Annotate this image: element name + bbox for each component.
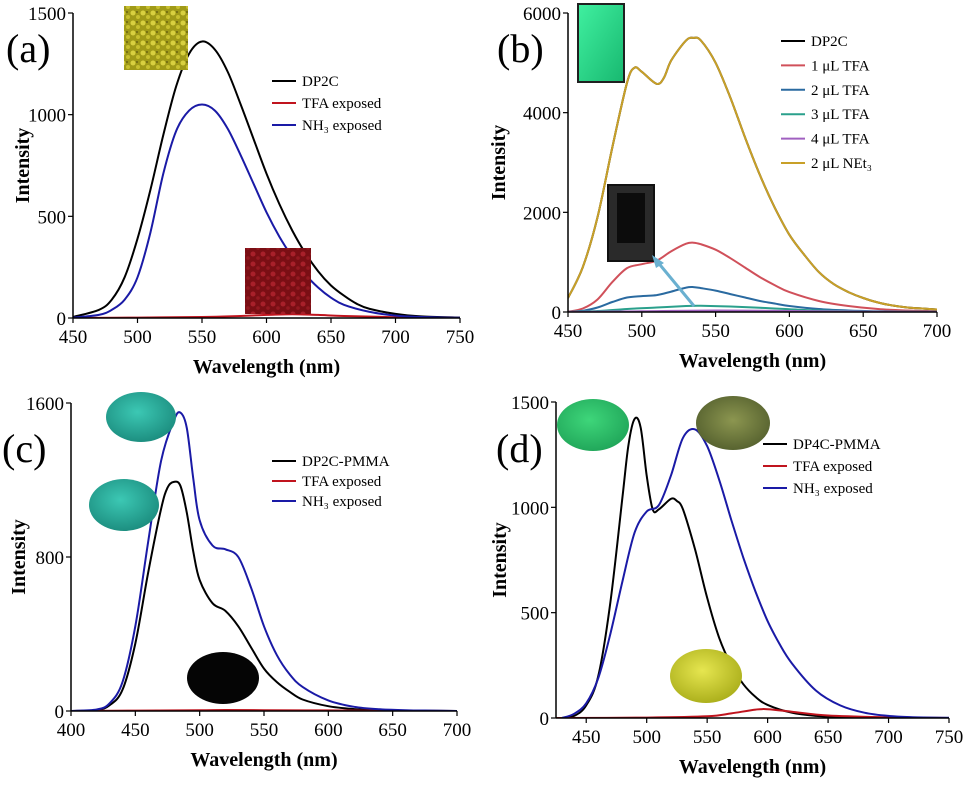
x-tick-label: 450	[554, 321, 583, 342]
x-tick-label: 500	[628, 321, 657, 342]
x-tick-label: 600	[775, 321, 804, 342]
y-tick-label: 1500	[511, 393, 549, 414]
x-tick-label: 750	[446, 327, 475, 348]
series-line-1	[71, 480, 457, 711]
series-line-6	[568, 36, 937, 311]
panel-label: (b)	[497, 26, 544, 71]
x-tick-label: 700	[923, 321, 952, 342]
x-axis-label: Wavelength (nm)	[193, 356, 340, 378]
legend-entry: DP2C	[302, 74, 339, 90]
x-tick-label: 550	[250, 720, 279, 741]
y-tick-label: 6000	[523, 4, 561, 25]
x-tick-label: 550	[693, 727, 722, 748]
chart-3: 400 450 500 550 600 650 700 0 800 1600 Wavelength …	[2, 394, 471, 771]
legend-entry: TFA exposed	[302, 474, 382, 490]
panel-d	[557, 396, 770, 703]
panel-a	[124, 6, 311, 314]
y-tick-label: 500	[38, 207, 67, 228]
y-axis-label: Intensity	[489, 522, 511, 598]
x-tick-label: 400	[57, 720, 86, 741]
panel-label: (c)	[2, 426, 46, 471]
y-tick-label: 4000	[523, 104, 561, 125]
y-tick-label: 0	[540, 709, 550, 730]
legend-entry: TFA exposed	[302, 96, 382, 112]
series-line-3	[568, 286, 937, 312]
panel-c	[89, 392, 259, 704]
x-tick-label: 700	[381, 327, 410, 348]
legend-entry: DP2C	[811, 34, 848, 50]
x-axis-label: Wavelength (nm)	[190, 749, 337, 771]
x-tick-label: 650	[849, 321, 878, 342]
series-line-3	[73, 103, 460, 318]
panel-label: (d)	[496, 426, 543, 471]
series-line-1	[73, 40, 460, 318]
panel-b	[577, 3, 696, 307]
x-tick-label: 450	[59, 327, 88, 348]
legend-entry: DP2C-PMMA	[302, 454, 390, 470]
legend-entry: 3 μL TFA	[811, 107, 870, 123]
legend-entry: 1 μL TFA	[811, 58, 870, 74]
y-tick-label: 2000	[523, 203, 561, 224]
x-tick-label: 500	[632, 727, 661, 748]
legend-entry: 2 μL NEt₃	[811, 156, 872, 172]
y-axis-label: Intensity	[8, 519, 30, 595]
x-tick-label: 500	[185, 720, 214, 741]
dark-cuvette-inner	[617, 193, 645, 243]
teal-film-photo-top	[106, 392, 176, 442]
y-axis-label: Intensity	[12, 128, 34, 204]
x-tick-label: 600	[314, 720, 343, 741]
x-axis-label: Wavelength (nm)	[679, 756, 826, 778]
legend-entry: TFA exposed	[793, 459, 873, 475]
x-tick-label: 500	[123, 327, 152, 348]
x-tick-label: 650	[814, 727, 843, 748]
y-tick-label: 500	[521, 604, 550, 625]
green-film-photo	[557, 399, 629, 451]
chart-2: 450 500 550 600 650 700 0 2000 4000 6000 Wavelengt…	[488, 4, 951, 372]
x-tick-label: 450	[121, 720, 150, 741]
olive-film-photo	[696, 396, 770, 450]
x-tick-label: 700	[443, 720, 472, 741]
series-line-1	[561, 416, 949, 718]
y-tick-label: 800	[36, 548, 65, 569]
legend-entry: DP4C-PMMA	[793, 437, 881, 453]
series-line-2	[568, 241, 937, 312]
legend-entry: 4 μL TFA	[811, 132, 870, 148]
x-tick-label: 600	[252, 327, 281, 348]
x-tick-label: 450	[572, 727, 601, 748]
legend-entry: 2 μL TFA	[811, 83, 870, 99]
x-tick-label: 550	[701, 321, 730, 342]
x-tick-label: 700	[874, 727, 903, 748]
y-tick-label: 1000	[28, 106, 66, 127]
y-tick-label: 0	[55, 702, 65, 723]
green-cuvette-photo	[577, 3, 625, 83]
y-tick-label: 1600	[26, 394, 64, 415]
legend-entry: NH₃ exposed	[793, 481, 873, 497]
yellow-powder-photo	[124, 6, 188, 70]
inset-pointer-arrow	[654, 259, 696, 307]
black-film-photo	[187, 652, 259, 704]
chart-4: 450 500 550 600 650 700 750 0 500 1000 1500 Wavelen…	[489, 393, 963, 778]
panel-label: (a)	[6, 26, 50, 71]
teal-film-photo-middle	[89, 479, 159, 531]
x-tick-label: 750	[935, 727, 964, 748]
x-tick-label: 650	[317, 327, 346, 348]
inset-pointer-arrowhead	[652, 255, 664, 268]
legend-entry: NH₃ exposed	[302, 494, 382, 510]
x-tick-label: 600	[753, 727, 782, 748]
series-line-3	[71, 411, 457, 711]
x-axis-label: Wavelength (nm)	[679, 350, 826, 372]
chart-1: 450 500 550 600 650 700 750 0 500 1000 1500 Wavelen…	[6, 4, 474, 378]
x-tick-label: 550	[188, 327, 217, 348]
y-tick-label: 0	[552, 303, 562, 324]
legend-entry: NH₃ exposed	[302, 118, 382, 134]
y-tick-label: 1000	[511, 498, 549, 519]
y-tick-label: 0	[57, 309, 67, 330]
y-tick-label: 1500	[28, 4, 66, 25]
red-powder-photo	[245, 248, 311, 314]
x-tick-label: 650	[378, 720, 407, 741]
series-line-3	[561, 428, 949, 718]
yellow-film-photo	[670, 649, 742, 703]
y-axis-label: Intensity	[488, 125, 510, 201]
